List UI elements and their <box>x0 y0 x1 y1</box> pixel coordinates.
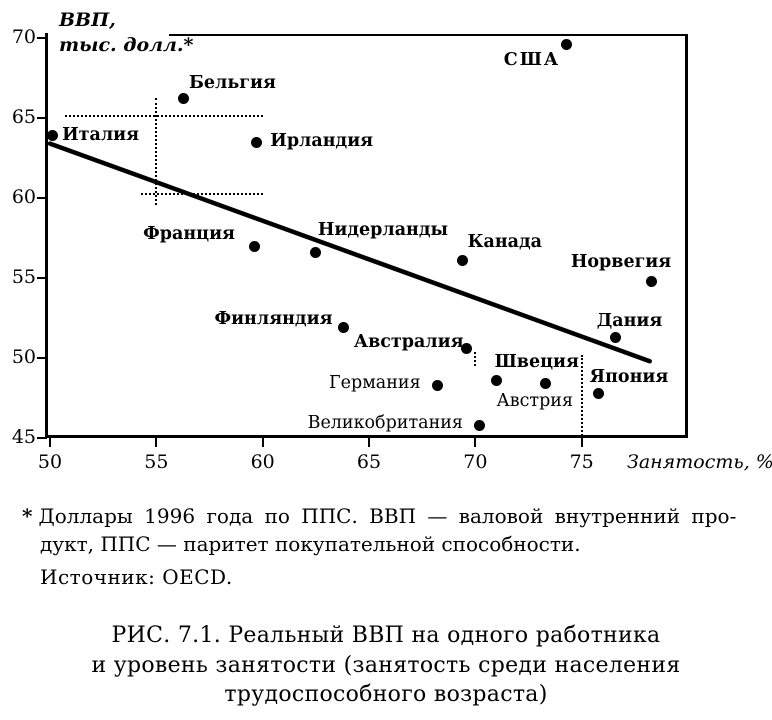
caption-line2: и уровень занятости (занятость среди нас… <box>91 652 681 678</box>
y-axis-tick-45 <box>37 437 47 439</box>
y-tick-label-65: 65 <box>11 106 36 128</box>
y-axis-tick-65 <box>37 117 47 119</box>
x-axis-tick-65 <box>368 438 370 447</box>
x-tick-label-60: 60 <box>250 451 275 473</box>
dotted-guide-vertical-3 <box>474 351 477 366</box>
point-dot-canada <box>457 254 469 266</box>
y-tick-label-60: 60 <box>11 186 36 208</box>
x-axis-title: Занятость, % <box>627 451 772 473</box>
trend-line <box>47 141 652 364</box>
point-label-uk: Великобритания <box>307 413 463 434</box>
point-dot-japan <box>593 387 605 399</box>
y-axis-line <box>45 33 48 438</box>
point-label-netherlands: Нидерланды <box>317 220 449 241</box>
x-tick-label-50: 50 <box>37 451 63 473</box>
y-axis-title-line2: тыс. долл.* <box>59 34 194 56</box>
point-label-germany: Германия <box>329 373 421 394</box>
y-axis-title-line1: ВВП, <box>59 9 116 31</box>
footnote-line2: дукт, ППС — паритет покупательной способ… <box>40 532 581 556</box>
point-dot-usa <box>561 38 573 50</box>
y-axis-tick-55 <box>37 277 47 279</box>
point-label-denmark: Дания <box>596 311 663 332</box>
point-dot-austria <box>540 378 551 390</box>
point-label-belgium: Бельгия <box>188 72 276 93</box>
point-dot-ireland <box>250 136 262 148</box>
point-dot-sweden <box>491 374 503 386</box>
point-dot-italy <box>46 130 58 142</box>
x-tick-label-65: 65 <box>356 451 382 473</box>
y-tick-label-50: 50 <box>11 346 36 368</box>
footnote-line1: * Доллары 1996 года по ППС. ВВП — валовой… <box>22 502 752 530</box>
point-label-usa: США <box>503 50 561 71</box>
x-tick-label-55: 55 <box>144 451 169 473</box>
x-axis-tick-70 <box>474 438 477 447</box>
y-axis-tick-50 <box>37 357 47 359</box>
y-tick-label-55: 55 <box>11 266 36 288</box>
point-dot-france <box>248 240 260 252</box>
footnote-marker: * <box>22 504 33 528</box>
x-axis-tick-55 <box>155 438 158 447</box>
x-tick-label-70: 70 <box>463 451 488 473</box>
point-dot-australia <box>461 342 473 354</box>
x-tick-label-75: 75 <box>569 451 594 473</box>
footnote-source: Источник: OECD. <box>40 565 233 589</box>
dotted-guide-horizontal-2 <box>141 193 263 195</box>
x-axis-tick-75 <box>580 438 583 447</box>
dotted-guide-vertical-4 <box>580 354 583 437</box>
point-label-japan: Япония <box>589 367 669 388</box>
caption-line1: РИС. 7.1. Реальный ВВП на одного работни… <box>111 623 661 648</box>
y-axis-title: ВВП, тыс. долл.* <box>59 8 198 58</box>
figure-caption: РИС. 7.1. Реальный ВВП на одного работни… <box>0 621 772 710</box>
point-label-sweden: Швеция <box>494 352 579 373</box>
point-dot-uk <box>474 419 486 431</box>
point-label-finland: Финляндия <box>214 308 333 329</box>
point-label-ireland: Ирландия <box>270 131 374 151</box>
point-label-norway: Норвегия <box>570 252 672 273</box>
point-dot-netherlands <box>310 246 322 258</box>
point-dot-belgium <box>178 93 190 105</box>
x-axis-tick-60 <box>261 438 264 447</box>
plot-border-right <box>685 34 688 438</box>
y-axis-tick-70 <box>37 37 47 39</box>
y-axis-tick-60 <box>37 197 47 199</box>
x-axis-line <box>45 435 688 438</box>
footnote: * Доллары 1996 года по ППС. ВВП — валовой… <box>22 502 752 591</box>
y-tick-label-45: 45 <box>11 426 36 448</box>
point-label-canada: Канада <box>467 232 542 253</box>
y-tick-label-70: 70 <box>11 26 36 48</box>
point-label-france: Франция <box>143 224 235 244</box>
dotted-guide-horizontal-1 <box>64 114 263 117</box>
point-dot-denmark <box>610 331 622 343</box>
point-dot-norway <box>646 275 658 287</box>
x-axis-tick-50 <box>49 438 51 447</box>
point-label-austria: Австрия <box>496 390 574 411</box>
footnote-line1-text: Доллары 1996 года по ППС. ВВП — валовой … <box>38 504 737 528</box>
caption-line3: трудоспособного возраста) <box>224 682 548 707</box>
plot-border-top <box>169 34 688 36</box>
point-label-australia: Австралия <box>353 332 464 353</box>
point-dot-germany <box>431 379 443 391</box>
point-label-italy: Италия <box>62 124 140 145</box>
point-dot-finland <box>337 322 349 334</box>
